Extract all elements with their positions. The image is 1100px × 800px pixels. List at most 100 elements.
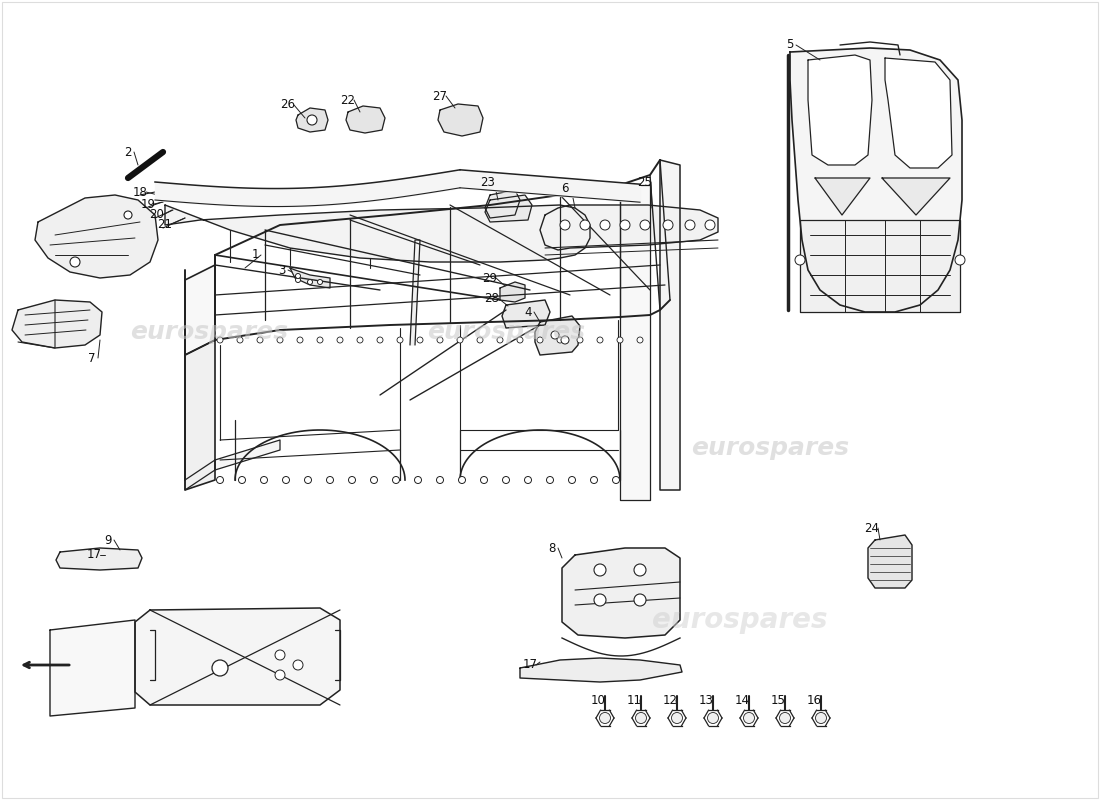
Circle shape (236, 337, 243, 343)
Circle shape (640, 220, 650, 230)
Text: 13: 13 (698, 694, 714, 706)
Circle shape (551, 331, 559, 339)
Circle shape (557, 337, 563, 343)
Circle shape (239, 477, 245, 483)
Text: eurospares: eurospares (427, 320, 585, 344)
Circle shape (275, 670, 285, 680)
Circle shape (663, 220, 673, 230)
Circle shape (417, 337, 424, 343)
Circle shape (617, 337, 623, 343)
Polygon shape (410, 240, 420, 345)
Circle shape (537, 337, 543, 343)
Polygon shape (562, 548, 680, 638)
Polygon shape (50, 620, 135, 716)
Circle shape (393, 477, 399, 483)
Polygon shape (185, 340, 214, 490)
Circle shape (296, 274, 300, 278)
Circle shape (634, 594, 646, 606)
Text: 29: 29 (483, 271, 497, 285)
Circle shape (307, 115, 317, 125)
Circle shape (600, 713, 610, 723)
Circle shape (358, 337, 363, 343)
Text: 21: 21 (157, 218, 173, 230)
Polygon shape (815, 178, 870, 215)
Circle shape (217, 337, 223, 343)
Circle shape (318, 279, 322, 285)
Text: 19: 19 (141, 198, 155, 210)
Circle shape (349, 477, 355, 483)
Text: 12: 12 (662, 694, 678, 706)
Polygon shape (660, 160, 680, 490)
Circle shape (437, 477, 443, 483)
Circle shape (459, 477, 465, 483)
Circle shape (620, 220, 630, 230)
Circle shape (517, 337, 522, 343)
Circle shape (707, 713, 718, 723)
Circle shape (955, 255, 965, 265)
Circle shape (561, 336, 569, 344)
Polygon shape (12, 300, 102, 348)
Circle shape (477, 337, 483, 343)
Text: 11: 11 (627, 694, 641, 706)
Circle shape (305, 477, 311, 483)
Polygon shape (808, 55, 872, 165)
Circle shape (600, 220, 610, 230)
Polygon shape (135, 608, 340, 705)
Text: 5: 5 (786, 38, 794, 51)
Circle shape (293, 660, 303, 670)
Polygon shape (296, 108, 328, 132)
Circle shape (578, 337, 583, 343)
Circle shape (456, 337, 463, 343)
Circle shape (744, 713, 755, 723)
Text: 7: 7 (88, 351, 96, 365)
Text: 28: 28 (485, 291, 499, 305)
Circle shape (317, 337, 323, 343)
Polygon shape (214, 440, 280, 470)
Polygon shape (485, 190, 520, 218)
Text: 17: 17 (87, 549, 101, 562)
Circle shape (371, 477, 377, 483)
Circle shape (70, 257, 80, 267)
Polygon shape (290, 268, 330, 288)
Circle shape (503, 477, 509, 483)
Circle shape (560, 220, 570, 230)
Polygon shape (500, 282, 525, 302)
Text: 17: 17 (522, 658, 538, 671)
Text: 6: 6 (561, 182, 569, 194)
Text: 23: 23 (481, 175, 495, 189)
Circle shape (613, 477, 619, 483)
Circle shape (275, 650, 285, 660)
Polygon shape (535, 316, 580, 355)
Circle shape (569, 477, 575, 483)
Circle shape (296, 278, 300, 282)
Circle shape (277, 337, 283, 343)
Text: eurospares: eurospares (652, 606, 827, 634)
Text: eurospares: eurospares (130, 320, 288, 344)
Text: eurospares: eurospares (691, 436, 849, 460)
Text: 26: 26 (280, 98, 296, 111)
Circle shape (481, 477, 487, 483)
Circle shape (780, 713, 791, 723)
Circle shape (327, 477, 333, 483)
Circle shape (415, 477, 421, 483)
Circle shape (283, 477, 289, 483)
Circle shape (124, 211, 132, 219)
Text: 16: 16 (806, 694, 822, 706)
Polygon shape (165, 205, 590, 262)
Circle shape (297, 337, 302, 343)
Text: 18: 18 (133, 186, 147, 198)
Polygon shape (520, 658, 682, 682)
Polygon shape (185, 460, 214, 490)
Text: 3: 3 (278, 263, 286, 277)
Circle shape (594, 564, 606, 576)
Text: 4: 4 (525, 306, 531, 318)
Polygon shape (35, 195, 158, 278)
Polygon shape (886, 58, 952, 168)
Circle shape (261, 477, 267, 483)
Polygon shape (485, 195, 532, 222)
Text: 2: 2 (124, 146, 132, 158)
Polygon shape (790, 48, 962, 312)
Circle shape (257, 337, 263, 343)
Circle shape (815, 713, 826, 723)
Circle shape (397, 337, 403, 343)
